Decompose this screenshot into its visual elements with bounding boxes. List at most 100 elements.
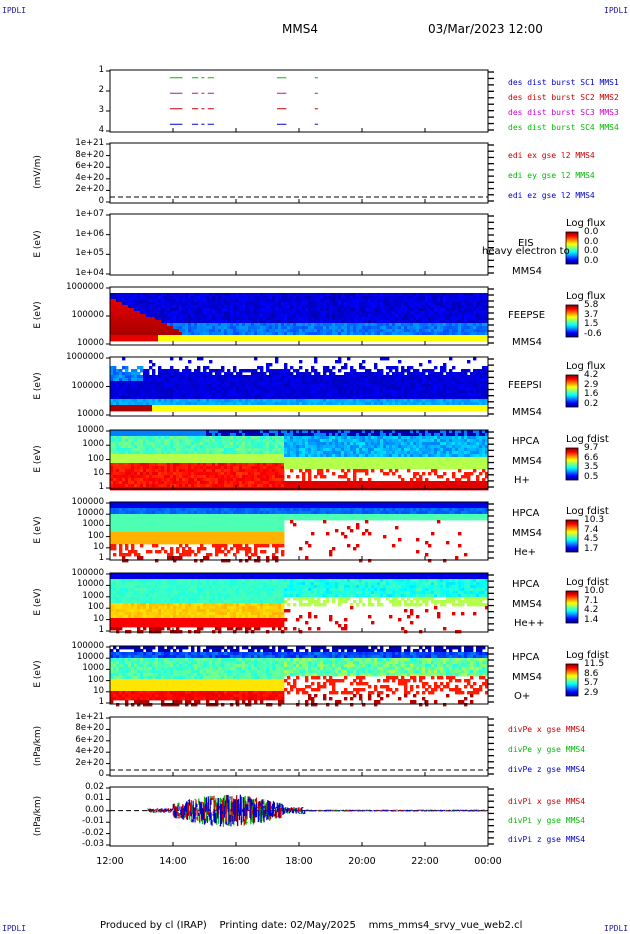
feepse-cell xyxy=(113,323,117,327)
feepsi-cell xyxy=(149,387,153,391)
feepsi-cell xyxy=(152,402,156,406)
hpca-h-cell xyxy=(146,430,150,434)
feepsi-cell xyxy=(197,372,201,376)
feepse-cell xyxy=(206,311,210,315)
feepse-cell xyxy=(386,314,390,318)
feepse-cell xyxy=(392,299,396,303)
feepse-cell xyxy=(221,305,225,309)
feepse-cell xyxy=(209,335,213,339)
feepsi-cell xyxy=(278,384,282,388)
feepse-cell xyxy=(254,332,258,336)
hpca-h-cell xyxy=(206,433,210,437)
feepsi-cell xyxy=(281,369,285,373)
feepsi-cell xyxy=(326,393,330,397)
feepsi-cell xyxy=(437,381,441,385)
feepse-cell xyxy=(116,302,120,306)
feepse-cell xyxy=(206,299,210,303)
feepsi-cell xyxy=(332,375,336,379)
feepse-cell xyxy=(419,308,423,312)
feepsi-cell xyxy=(173,369,177,373)
feepsi-cell xyxy=(182,402,186,406)
hpca-h-cell xyxy=(179,469,183,473)
feepse-cell xyxy=(401,302,405,306)
feepse-cell xyxy=(317,332,321,336)
feepse-cell xyxy=(479,326,483,330)
feepsi-cell xyxy=(293,375,297,379)
feepsi-cell xyxy=(152,390,156,394)
feepsi-cell xyxy=(476,369,480,373)
feepse-cell xyxy=(380,302,384,306)
hpca-h-cell xyxy=(242,463,246,467)
feepse-cell xyxy=(473,320,477,324)
feepse-cell xyxy=(119,320,123,324)
feepse-cell xyxy=(308,302,312,306)
feepsi-cell xyxy=(443,375,447,379)
feepsi-cell xyxy=(413,399,417,403)
feepse-cell xyxy=(242,296,246,300)
hpca-h-cell xyxy=(251,451,255,455)
feepsi-cell xyxy=(341,402,345,406)
feepse-cell xyxy=(164,302,168,306)
feepse-cell xyxy=(386,302,390,306)
hpca-h-cell xyxy=(212,484,216,488)
hpca-h-cell xyxy=(197,481,201,485)
feepsi-cell xyxy=(482,375,486,379)
feepse-cell xyxy=(380,338,384,342)
hpca-h-cell xyxy=(128,445,132,449)
feepse-cell xyxy=(116,308,120,312)
hpca-h-cell xyxy=(206,460,210,464)
feepse-cell xyxy=(185,329,189,333)
feepsi-cell xyxy=(230,375,234,379)
hpca-h-cell xyxy=(236,442,240,446)
hpca-h-cell xyxy=(167,448,171,452)
feepse-cell xyxy=(440,320,444,324)
feepse-cell xyxy=(437,338,441,342)
hpca-h-cell xyxy=(173,463,177,467)
feepse-cell xyxy=(299,311,303,315)
feepse-cell xyxy=(191,299,195,303)
feepse-cell xyxy=(152,317,156,321)
feepse-cell xyxy=(422,326,426,330)
feepse-cell xyxy=(395,302,399,306)
feepsi-cell xyxy=(152,408,156,412)
feepse-cell xyxy=(350,308,354,312)
feepsi-cell xyxy=(185,384,189,388)
feepse-cell xyxy=(290,326,294,330)
feepse-cell xyxy=(176,296,180,300)
hpca-h-cell xyxy=(212,445,216,449)
feepsi-cell xyxy=(254,408,258,412)
feepsi-cell xyxy=(359,405,363,409)
feepsi-cell xyxy=(188,399,192,403)
feepse-cell xyxy=(431,302,435,306)
hpca-h-cell xyxy=(185,466,189,470)
hpca-h-cell xyxy=(137,439,141,443)
hpca-h-cell xyxy=(254,457,258,461)
feepse-cell xyxy=(422,338,426,342)
feepse-cell xyxy=(272,326,276,330)
feepse-cell xyxy=(152,302,156,306)
hpca-h-cell xyxy=(131,457,135,461)
feepse-cell xyxy=(173,299,177,303)
feepse-cell xyxy=(272,314,276,318)
feepsi-cell xyxy=(440,375,444,379)
hpca-h-cell xyxy=(161,442,165,446)
feepse-cell xyxy=(323,311,327,315)
feepsi-cell xyxy=(254,381,258,385)
feepse-cell xyxy=(134,299,138,303)
feepse-cell xyxy=(308,335,312,339)
feepsi-cell xyxy=(173,390,177,394)
feepse-cell xyxy=(221,320,225,324)
feepse-cell xyxy=(191,317,195,321)
hpca-h-cell xyxy=(173,430,177,434)
feepse-cell xyxy=(395,296,399,300)
feepse-cell xyxy=(185,317,189,321)
feepse-cell xyxy=(119,299,123,303)
feepsi-cell xyxy=(170,375,174,379)
feepse-cell xyxy=(134,335,138,339)
feepsi-cell xyxy=(281,372,285,376)
feepsi-cell xyxy=(299,372,303,376)
hpca-h-cell xyxy=(128,433,132,437)
feepse-cell xyxy=(140,335,144,339)
feepsi-cell xyxy=(149,375,153,379)
feepse-cell xyxy=(119,335,123,339)
